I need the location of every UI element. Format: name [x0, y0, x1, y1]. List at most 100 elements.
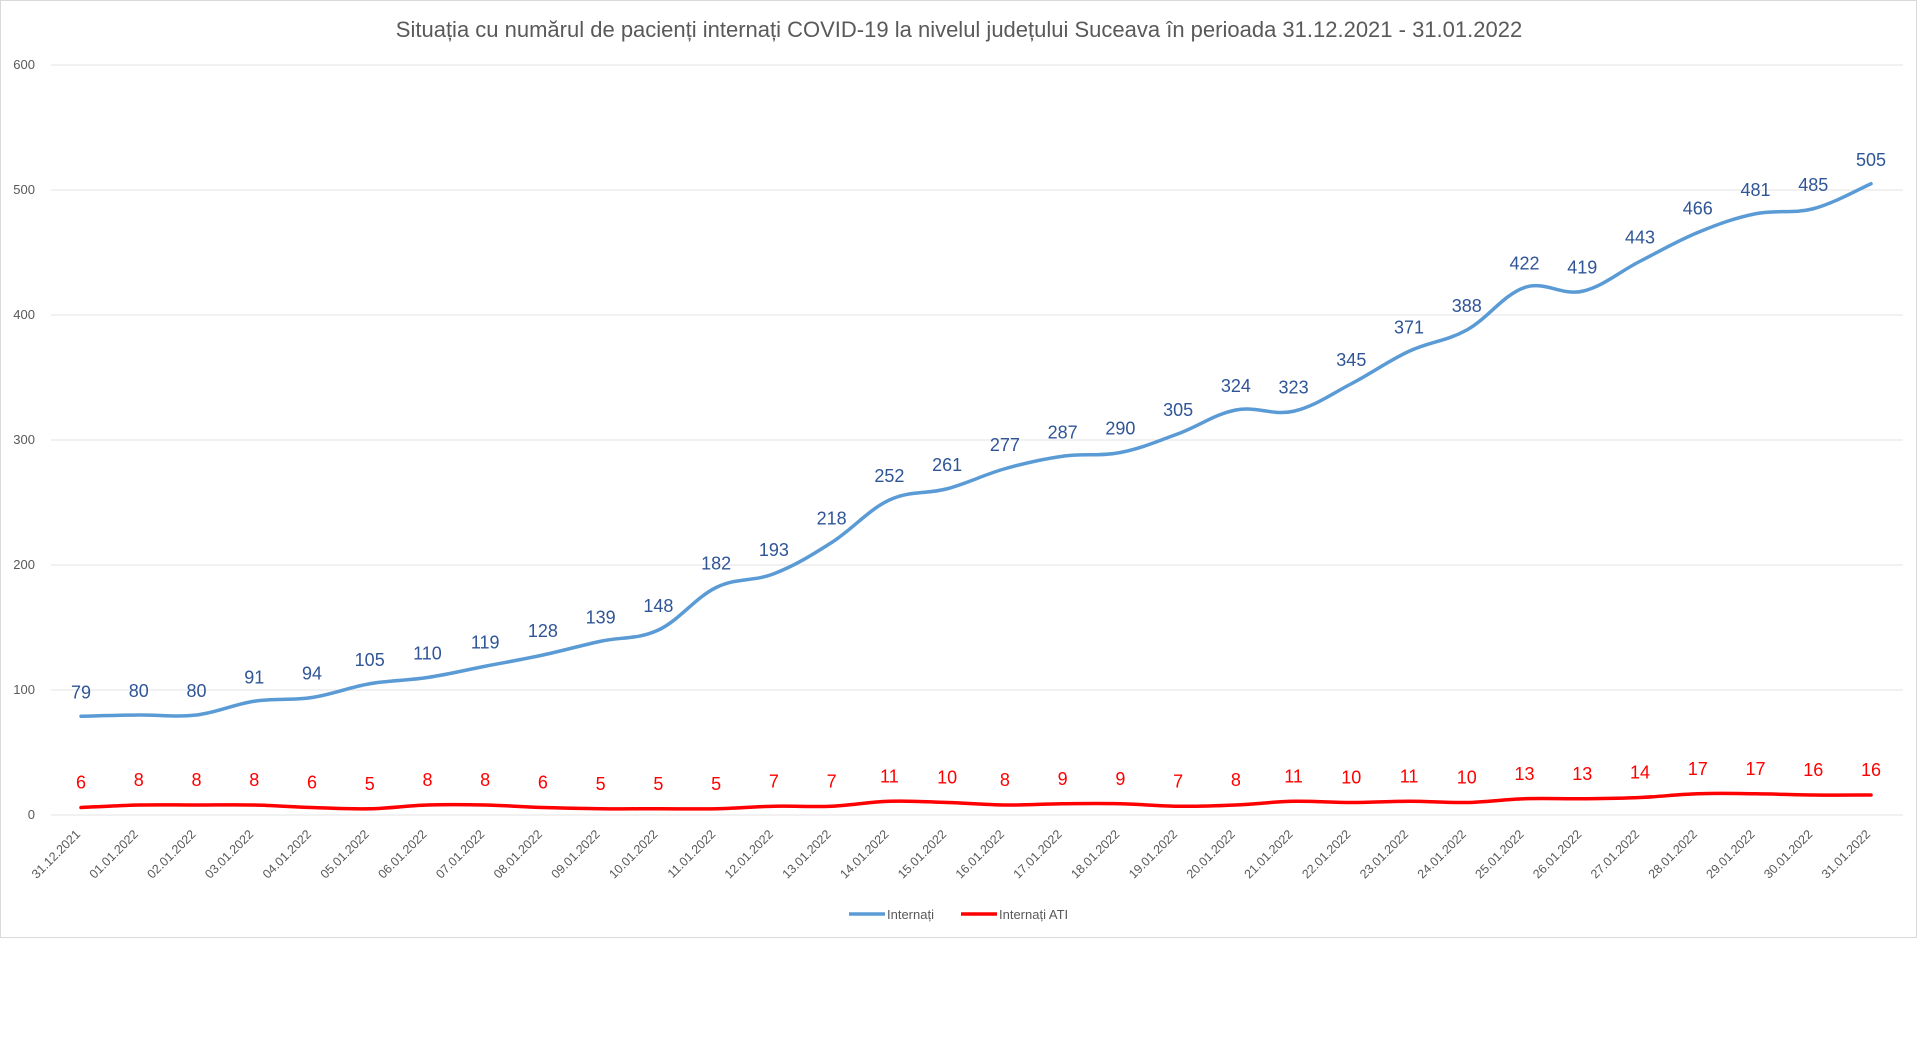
- data-label-internati-ati: 9: [1058, 769, 1068, 789]
- x-tick-label: 31.12.2021: [29, 827, 83, 881]
- data-label-internati-ati: 8: [134, 770, 144, 790]
- x-tick-label: 28.01.2022: [1646, 827, 1700, 881]
- x-tick-label: 17.01.2022: [1011, 827, 1065, 881]
- data-label-internati: 94: [302, 664, 322, 684]
- x-tick-label: 09.01.2022: [549, 827, 603, 881]
- data-label-internati: 505: [1856, 150, 1886, 170]
- data-label-internati: 105: [355, 650, 385, 670]
- data-label-internati-ati: 5: [653, 774, 663, 794]
- data-label-internati: 139: [586, 607, 616, 627]
- gridlines: [51, 64, 1903, 816]
- data-label-internati: 481: [1740, 180, 1770, 200]
- x-tick-label: 20.01.2022: [1184, 827, 1238, 881]
- data-label-internati: 443: [1625, 227, 1655, 247]
- x-tick-label: 24.01.2022: [1415, 827, 1469, 881]
- legend: Internați Internați ATI: [849, 907, 1068, 922]
- x-tick-label: 14.01.2022: [837, 827, 891, 881]
- y-tick-label: 300: [13, 432, 35, 447]
- x-tick-label: 07.01.2022: [433, 827, 487, 881]
- data-label-internati-ati: 8: [1000, 770, 1010, 790]
- legend-label-internati-ati: Internați ATI: [999, 907, 1068, 922]
- y-tick-label: 100: [13, 682, 35, 697]
- x-tick-label: 31.01.2022: [1819, 827, 1873, 881]
- data-label-internati: 290: [1105, 419, 1135, 439]
- data-label-internati-ati: 16: [1861, 760, 1881, 780]
- data-label-internati-ati: 7: [769, 771, 779, 791]
- data-label-internati-ati: 14: [1630, 763, 1650, 783]
- data-label-internati-ati: 8: [191, 770, 201, 790]
- data-label-internati: 287: [1048, 422, 1078, 442]
- data-label-internati-ati: 6: [76, 773, 86, 793]
- data-label-internati-ati: 8: [1231, 770, 1241, 790]
- data-label-internati-ati: 10: [1341, 768, 1361, 788]
- data-label-internati: 277: [990, 435, 1020, 455]
- data-label-internati: 419: [1567, 257, 1597, 277]
- x-tick-label: 16.01.2022: [953, 827, 1007, 881]
- data-label-internati-ati: 7: [1173, 771, 1183, 791]
- data-label-internati-ati: 5: [365, 774, 375, 794]
- data-label-internati-ati: 8: [249, 770, 259, 790]
- data-label-internati-ati: 11: [1284, 766, 1303, 786]
- data-label-internati-ati: 16: [1803, 760, 1823, 780]
- data-label-internati-ati: 6: [538, 773, 548, 793]
- x-tick-label: 10.01.2022: [606, 827, 660, 881]
- x-tick-label: 22.01.2022: [1299, 827, 1353, 881]
- y-tick-label: 0: [28, 807, 35, 822]
- data-label-internati: 261: [932, 455, 962, 475]
- data-label-internati: 305: [1163, 400, 1193, 420]
- data-label-internati-ati: 5: [711, 774, 721, 794]
- data-label-internati: 193: [759, 540, 789, 560]
- x-tick-label: 05.01.2022: [318, 827, 372, 881]
- x-tick-label: 11.01.2022: [665, 827, 719, 881]
- line-chart: Situația cu numărul de pacienți internaț…: [13, 17, 1903, 922]
- data-label-internati-ati: 5: [596, 774, 606, 794]
- x-tick-label: 29.01.2022: [1703, 827, 1757, 881]
- data-label-internati: 252: [874, 466, 904, 486]
- x-tick-label: 02.01.2022: [144, 827, 198, 881]
- chart-title: Situația cu numărul de pacienți internaț…: [396, 17, 1522, 42]
- series-line-internati: [79, 182, 1873, 718]
- x-tick-label: 04.01.2022: [260, 827, 314, 881]
- y-tick-label: 400: [13, 307, 35, 322]
- data-label-internati: 371: [1394, 317, 1424, 337]
- x-tick-label: 27.01.2022: [1588, 827, 1642, 881]
- x-tick-label: 06.01.2022: [375, 827, 429, 881]
- x-tick-label: 15.01.2022: [895, 827, 949, 881]
- x-tick-label: 03.01.2022: [202, 827, 256, 881]
- data-label-internati-ati: 10: [937, 768, 957, 788]
- x-tick-label: 13.01.2022: [780, 827, 834, 881]
- y-axis: 0 100 200 300 400 500 600: [13, 57, 35, 822]
- x-tick-label: 18.01.2022: [1068, 827, 1122, 881]
- data-label-internati: 388: [1452, 296, 1482, 316]
- data-label-internati-ati: 10: [1457, 768, 1477, 788]
- y-tick-label: 500: [13, 182, 35, 197]
- data-label-internati: 80: [186, 681, 206, 701]
- series-lines: [79, 182, 1873, 811]
- data-label-internati: 128: [528, 621, 558, 641]
- data-label-internati: 91: [244, 667, 264, 687]
- x-tick-label: 23.01.2022: [1357, 827, 1411, 881]
- data-label-internati: 422: [1510, 254, 1540, 274]
- data-label-internati-ati: 6: [307, 773, 317, 793]
- data-label-internati-ati: 11: [880, 766, 899, 786]
- x-tick-label: 08.01.2022: [491, 827, 545, 881]
- data-label-internati: 324: [1221, 376, 1251, 396]
- data-label-internati-ati: 17: [1746, 759, 1766, 779]
- legend-label-internati: Internați: [887, 907, 934, 922]
- x-axis: 31.12.2021 01.01.2022 02.01.2022 03.01.2022…: [29, 827, 1873, 881]
- data-label-internati-ati: 7: [827, 771, 837, 791]
- data-label-internati-ati: 13: [1572, 764, 1592, 784]
- series-line-internati-ati: [79, 791, 1873, 811]
- x-tick-label: 26.01.2022: [1530, 827, 1584, 881]
- data-label-internati: 148: [643, 596, 673, 616]
- y-tick-label: 200: [13, 557, 35, 572]
- data-label-internati: 466: [1683, 199, 1713, 219]
- x-tick-label: 12.01.2022: [722, 827, 776, 881]
- data-label-internati: 345: [1336, 350, 1366, 370]
- data-label-internati-ati: 9: [1115, 769, 1125, 789]
- chart-frame: Situația cu numărul de pacienți internaț…: [0, 0, 1917, 938]
- data-label-internati: 80: [129, 681, 149, 701]
- x-tick-label: 25.01.2022: [1473, 827, 1527, 881]
- data-label-internati: 182: [701, 554, 731, 574]
